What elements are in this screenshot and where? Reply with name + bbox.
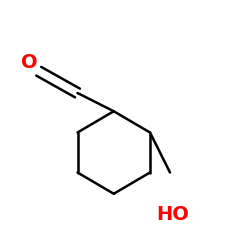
Text: HO: HO <box>156 205 189 224</box>
Text: O: O <box>21 54 38 72</box>
